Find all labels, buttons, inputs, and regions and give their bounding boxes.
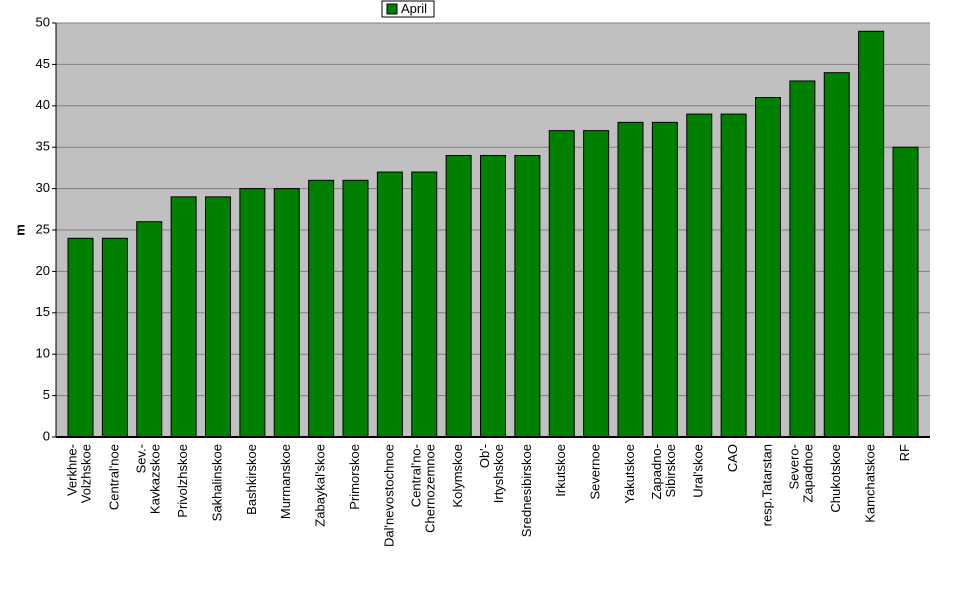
x-tick-label: Verkhne-Volzhskoe xyxy=(65,444,94,503)
bar xyxy=(755,97,781,438)
x-tick-label: Severo-Zapadnoe xyxy=(787,444,816,503)
x-tick-label: Kolymskoe xyxy=(450,444,465,508)
bar xyxy=(583,130,610,438)
x-tick-label: Murmanskoe xyxy=(278,444,293,519)
x-tick-label: Bashkirskoe xyxy=(244,444,259,515)
x-tick-label: Zabaykal'skoe xyxy=(313,444,328,527)
x-tick-label: Primorskoe xyxy=(347,444,362,510)
bar xyxy=(686,113,713,438)
x-tick-label: Central'no-Chernozemnoe xyxy=(409,444,438,533)
x-tick-label: Ural'skoe xyxy=(691,444,706,498)
bar xyxy=(445,154,472,438)
legend-label: April xyxy=(401,1,427,16)
bar xyxy=(308,179,335,438)
y-tick-label: 10 xyxy=(36,346,50,361)
x-tick-label: Srednesibirskoe xyxy=(519,444,534,537)
y-tick-label: 0 xyxy=(43,428,50,443)
bar xyxy=(205,196,231,438)
bar xyxy=(136,221,163,438)
x-tick-label: Chukotskoe xyxy=(828,444,843,513)
bar xyxy=(480,154,506,438)
y-tick-label: 35 xyxy=(36,139,50,154)
x-tick-label: Severnoe xyxy=(588,444,603,500)
x-tick-label: Sev.-Kavkazskoe xyxy=(134,444,163,514)
y-tick-label: 20 xyxy=(36,263,50,278)
x-tick-label: Ob'-Irtyshskoe xyxy=(477,444,506,503)
bar xyxy=(651,121,678,438)
x-tick-label: Privolzhskoe xyxy=(175,444,190,518)
bar xyxy=(548,130,575,438)
x-tick-label: Kamchatskoe xyxy=(863,444,878,523)
bar xyxy=(170,196,197,438)
bar xyxy=(617,121,644,438)
x-tick-label: resp.Tatarstan xyxy=(759,444,774,526)
x-tick-label: Zapadno-Sibirskoe xyxy=(649,444,678,500)
bar xyxy=(514,154,541,438)
bar xyxy=(239,188,266,438)
legend-swatch xyxy=(386,3,398,15)
x-tick-label: Dal'nevostochnoe xyxy=(381,444,396,547)
bar xyxy=(789,80,816,438)
y-tick-label: 50 xyxy=(36,14,50,29)
x-tick-label: CAO xyxy=(725,444,740,472)
bar xyxy=(273,188,300,438)
bar xyxy=(892,146,919,438)
x-tick-label: Irkutskoe xyxy=(553,444,568,497)
bar xyxy=(101,237,128,438)
x-tick-label: RF xyxy=(897,444,912,461)
x-tick-label: Yakutskoe xyxy=(622,444,637,504)
x-tick-label: Sakhalinskoe xyxy=(209,444,224,521)
y-tick-label: 15 xyxy=(36,304,50,319)
y-tick-label: 45 xyxy=(36,56,50,71)
bar xyxy=(823,72,850,438)
bar xyxy=(411,171,438,438)
bar xyxy=(376,171,403,438)
bar xyxy=(858,30,885,438)
x-tick-label: Central'noe xyxy=(106,444,121,510)
y-tick-label: 5 xyxy=(43,387,50,402)
y-axis-label: m xyxy=(12,224,27,236)
bar xyxy=(720,113,747,438)
y-tick-label: 25 xyxy=(36,221,50,236)
y-tick-label: 40 xyxy=(36,97,50,112)
bar xyxy=(67,237,94,438)
bar xyxy=(342,179,369,438)
y-tick-label: 30 xyxy=(36,180,50,195)
